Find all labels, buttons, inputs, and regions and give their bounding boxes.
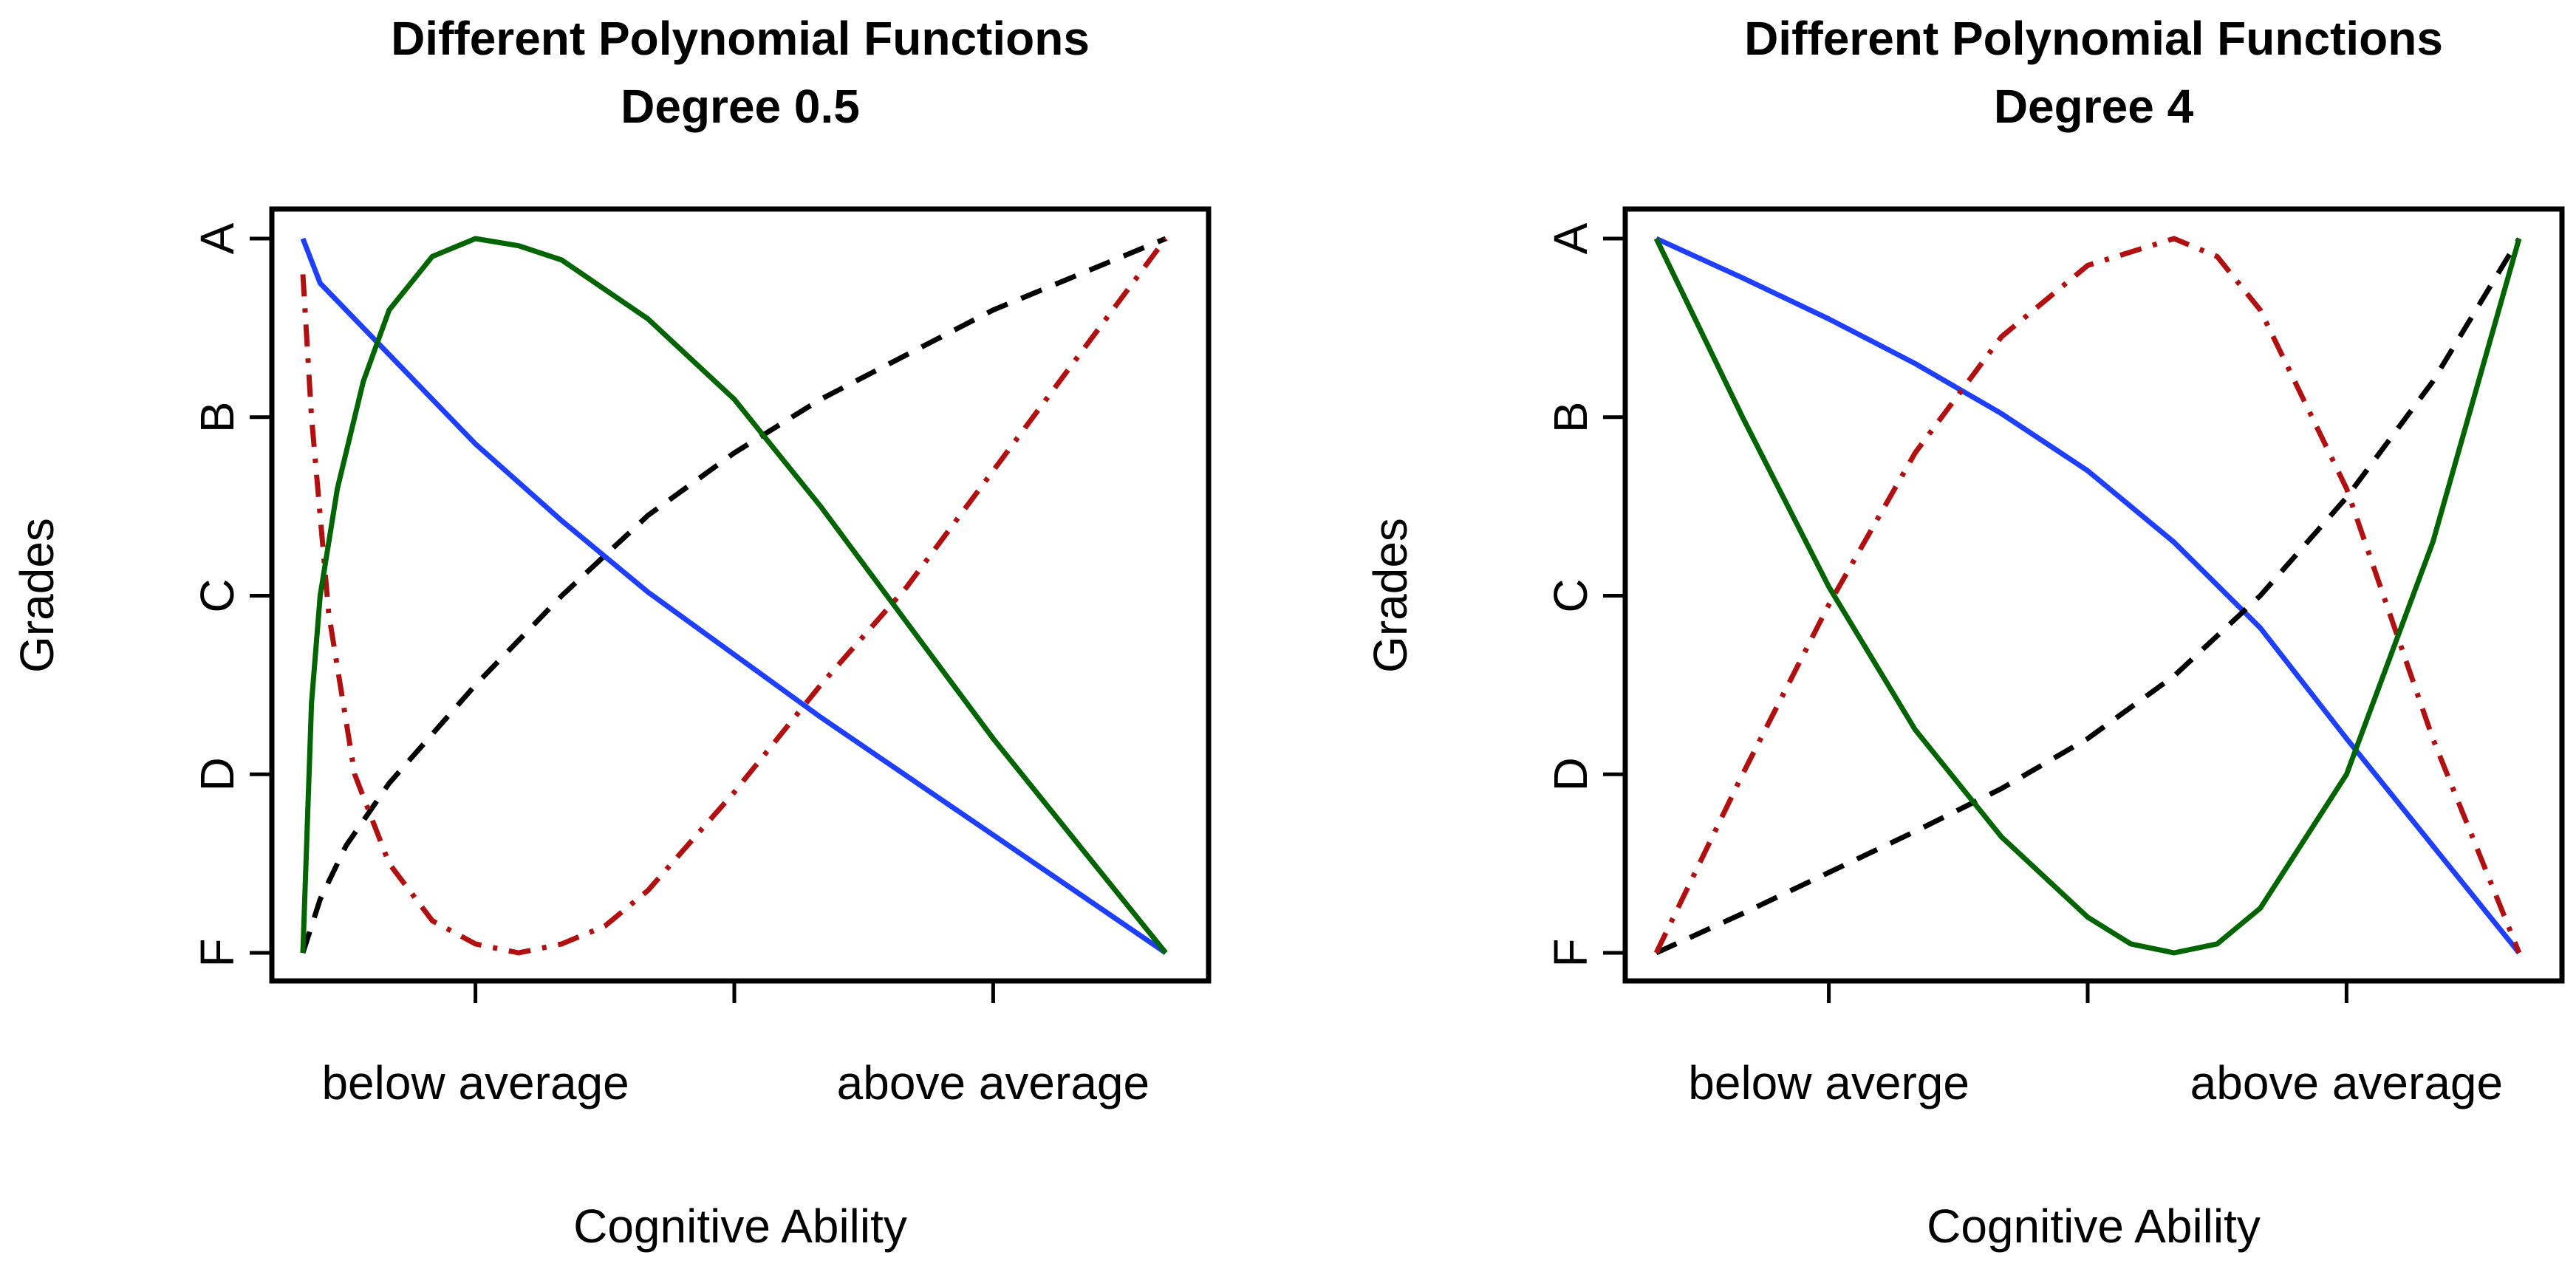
y-tick-label: D (1544, 757, 1597, 791)
chart-subtitle: Degree 4 (1994, 80, 2194, 133)
y-tick-label: C (1544, 578, 1597, 612)
plot-frame (1622, 206, 2565, 984)
series-line-blue-solid (1655, 236, 2521, 955)
chart-title: Different Polynomial Functions (391, 12, 1090, 65)
x-tick-label: below average (321, 1056, 629, 1109)
y-tick-label: A (1544, 222, 1597, 254)
plot-frame (269, 206, 1212, 984)
y-tick-label: A (191, 222, 244, 254)
y-tick-label: F (191, 938, 244, 967)
chart-panel-degree-4: Different Polynomial Functions Degree 4 … (1364, 12, 2565, 1253)
chart-title: Different Polynomial Functions (1744, 12, 2443, 65)
y-tick-label: B (1544, 401, 1597, 433)
y-tick-label: C (191, 578, 244, 612)
series-line-black-dashed (1655, 237, 2521, 956)
series-line-green-solid (300, 236, 1168, 955)
chart-subtitle: Degree 0.5 (621, 80, 860, 133)
chart-panel-degree-0-5: Different Polynomial Functions Degree 0.… (10, 12, 1212, 1253)
x-axis-label: Cognitive Ability (1927, 1200, 2261, 1253)
series-line-black-dashed (300, 236, 1167, 954)
x-tick-label: above average (2190, 1056, 2503, 1109)
y-axis-label: Grades (10, 518, 64, 673)
y-tick-label: B (191, 401, 244, 433)
x-axis-label: Cognitive Ability (573, 1200, 907, 1253)
series-line-darkred-dashdot (1653, 236, 2522, 954)
x-tick-label: below averge (1688, 1056, 1969, 1109)
series-line-darkred-dashdot (300, 236, 1168, 956)
y-axis-label: Grades (1364, 518, 1417, 673)
y-tick-label: F (1544, 938, 1597, 967)
series-line-blue-solid (300, 237, 1167, 955)
x-tick-label: above average (837, 1056, 1149, 1109)
series-line-green-solid (1653, 237, 2522, 956)
y-tick-label: D (191, 757, 244, 791)
